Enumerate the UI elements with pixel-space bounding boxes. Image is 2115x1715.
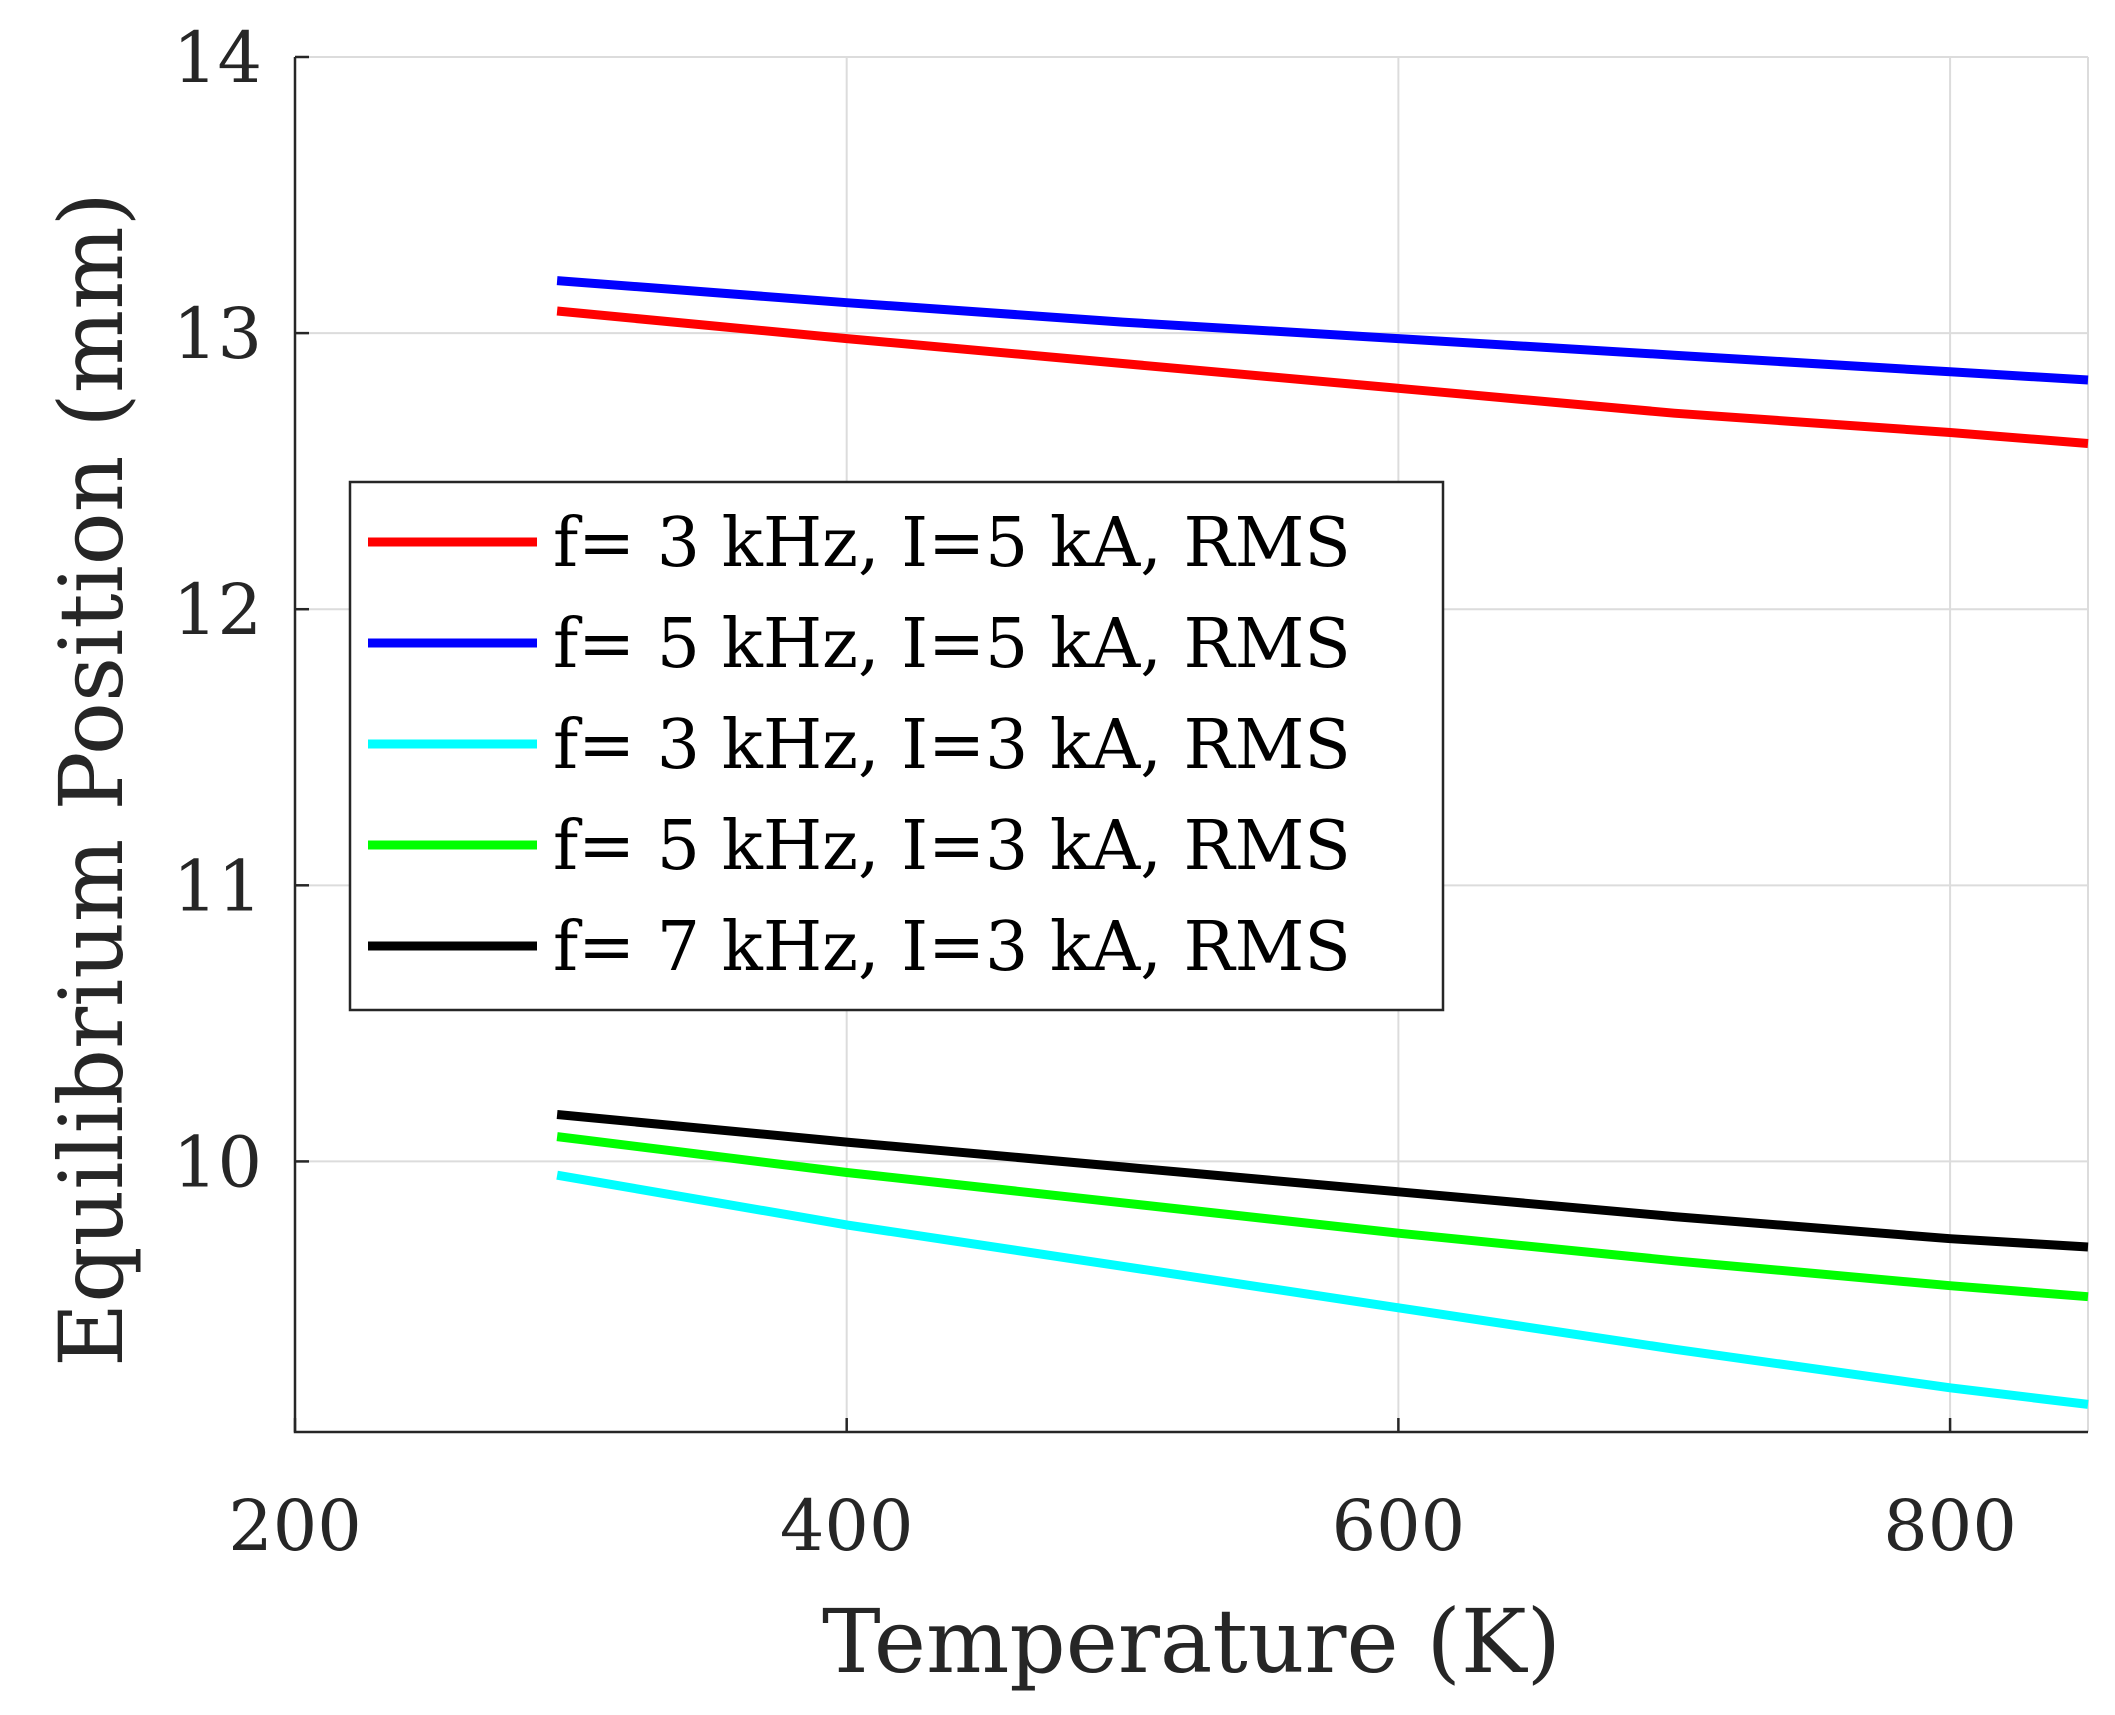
y-tick-label: 13 xyxy=(173,293,262,375)
y-tick-label: 10 xyxy=(173,1121,262,1203)
legend-label-3: f= 3 kHz, I=3 kA, RMS xyxy=(553,706,1351,785)
series-line-4 xyxy=(556,1132,2089,1302)
x-axis-title: Temperature (K) xyxy=(822,1590,1561,1693)
series-line-1 xyxy=(556,306,2089,448)
x-tick-label: 600 xyxy=(1332,1485,1466,1567)
y-tick-label: 12 xyxy=(173,569,262,651)
legend-label-1: f= 3 kHz, I=5 kA, RMS xyxy=(553,504,1351,583)
x-tick-label: 800 xyxy=(1883,1485,2017,1567)
series-layer xyxy=(556,276,2089,1409)
x-tick-label: 200 xyxy=(228,1485,362,1567)
y-tick-label: 14 xyxy=(173,17,262,99)
legend[interactable]: f= 3 kHz, I=5 kA, RMS f= 5 kHz, I=5 kA, R… xyxy=(348,480,1445,1012)
legend-label-5: f= 7 kHz, I=3 kA, RMS xyxy=(553,908,1351,987)
x-tick-label: 400 xyxy=(780,1485,914,1567)
y-axis-title: Equilibrium Position (mm) xyxy=(40,192,143,1367)
y-tick-label: 11 xyxy=(173,845,262,927)
legend-label-4: f= 5 kHz, I=3 kA, RMS xyxy=(553,807,1351,886)
series-line-3 xyxy=(556,1170,2089,1409)
series-line-5 xyxy=(556,1110,2089,1252)
series-line-2 xyxy=(556,276,2089,385)
y-axis-ticks: 10 11 12 13 14 xyxy=(173,17,309,1203)
x-axis-ticks: 200 400 600 800 xyxy=(228,1418,2017,1567)
legend-label-2: f= 5 kHz, I=5 kA, RMS xyxy=(553,605,1351,684)
